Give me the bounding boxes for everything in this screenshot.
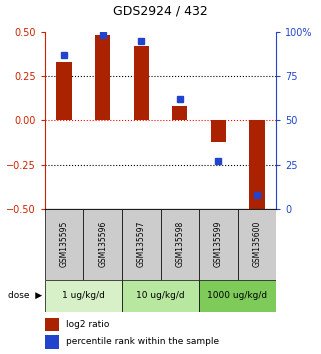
Bar bbox=[249, 120, 265, 212]
Text: 1 ug/kg/d: 1 ug/kg/d bbox=[62, 291, 105, 300]
Text: GSM135595: GSM135595 bbox=[60, 221, 69, 268]
Text: GSM135596: GSM135596 bbox=[98, 221, 107, 268]
Bar bbox=[122, 280, 199, 312]
Text: percentile rank within the sample: percentile rank within the sample bbox=[66, 337, 219, 347]
Bar bbox=[199, 280, 276, 312]
Bar bbox=[95, 35, 110, 120]
Text: GSM135600: GSM135600 bbox=[252, 221, 261, 268]
Text: GSM135598: GSM135598 bbox=[175, 221, 184, 267]
Bar bbox=[160, 209, 199, 280]
Text: GSM135599: GSM135599 bbox=[214, 221, 223, 268]
Text: 1000 ug/kg/d: 1000 ug/kg/d bbox=[207, 291, 268, 300]
Bar bbox=[45, 335, 59, 349]
Bar bbox=[134, 46, 149, 120]
Bar bbox=[45, 318, 59, 331]
Text: dose  ▶: dose ▶ bbox=[8, 291, 42, 300]
Bar bbox=[45, 209, 83, 280]
Bar bbox=[211, 120, 226, 142]
Bar bbox=[172, 106, 187, 120]
Bar bbox=[122, 209, 160, 280]
Bar bbox=[56, 62, 72, 120]
Text: log2 ratio: log2 ratio bbox=[66, 320, 109, 329]
Text: GSM135597: GSM135597 bbox=[137, 221, 146, 268]
Bar bbox=[45, 280, 122, 312]
Text: 10 ug/kg/d: 10 ug/kg/d bbox=[136, 291, 185, 300]
Bar bbox=[83, 209, 122, 280]
Bar bbox=[199, 209, 238, 280]
Text: GDS2924 / 432: GDS2924 / 432 bbox=[113, 5, 208, 18]
Bar bbox=[238, 209, 276, 280]
